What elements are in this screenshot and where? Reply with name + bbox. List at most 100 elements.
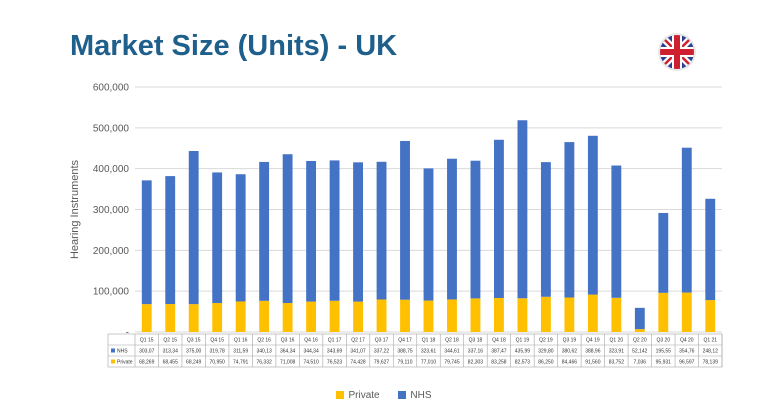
data-label-private: 74,510 (303, 359, 319, 365)
category-label: Q4 15 (210, 337, 224, 343)
data-label-private: 82,303 (468, 359, 484, 365)
data-label-private: 74,428 (350, 359, 366, 365)
bar-nhs (658, 212, 669, 293)
data-label-nhs: 323,61 (421, 348, 437, 354)
data-label-nhs: 313,34 (163, 348, 179, 354)
data-label-private: 79,110 (398, 359, 413, 365)
data-label-nhs: 344,61 (444, 348, 460, 354)
bar-nhs (423, 168, 434, 301)
bar-private (494, 298, 504, 332)
data-label-nhs: 303,07 (139, 348, 155, 354)
data-label-nhs: 387,47 (491, 348, 507, 354)
y-axis: - 100,000 200,000 300,000 400,000 500,000 600,… (93, 83, 130, 339)
bar-nhs (306, 160, 317, 302)
data-label-private: 7,036 (634, 359, 647, 365)
data-label-nhs: 341,07 (350, 348, 366, 354)
category-label: Q2 17 (351, 337, 365, 343)
data-label-nhs: 311,59 (233, 348, 248, 354)
y-tick-label: 400,000 (93, 164, 130, 175)
bar-nhs (587, 135, 598, 295)
data-label-private: 83,258 (491, 359, 507, 365)
y-tick-label: 200,000 (93, 246, 130, 257)
data-label-nhs: 248,12 (703, 348, 719, 354)
bar-private (564, 297, 575, 332)
data-label-nhs: 319,78 (210, 348, 226, 354)
data-label-private: 79,745 (444, 359, 460, 365)
y-tick-label: 300,000 (93, 205, 130, 216)
data-label-private: 83,752 (609, 359, 625, 365)
data-label-nhs: 195,55 (656, 348, 672, 354)
bar-nhs (564, 142, 575, 298)
bar-private (705, 300, 716, 332)
bar-private (423, 300, 434, 332)
bar-private (470, 298, 481, 332)
data-label-nhs: 364,34 (280, 348, 296, 354)
bar-nhs (259, 161, 270, 301)
data-label-nhs: 343,69 (327, 348, 343, 354)
bar-nhs (165, 176, 176, 305)
data-label-private: 71,008 (280, 359, 296, 365)
bar-private (212, 303, 223, 332)
bar-nhs (376, 161, 387, 300)
data-label-private: 96,597 (679, 359, 695, 365)
data-label-private: 76,332 (256, 359, 272, 365)
legend-swatch-private (336, 391, 345, 399)
data-label-nhs: 388,75 (397, 348, 413, 354)
category-label: Q2 16 (257, 337, 271, 343)
bar-private (353, 301, 363, 332)
category-label: Q1 21 (703, 337, 717, 343)
y-axis-title: Hearing Instruments (69, 159, 81, 259)
bar-private (400, 299, 410, 332)
legend-item-nhs: NHS (398, 390, 432, 401)
data-label-private: 79,627 (374, 359, 390, 365)
data-label-nhs: 337,16 (468, 348, 484, 354)
data-label-nhs: 435,99 (515, 348, 531, 354)
y-tick-label: - (126, 328, 129, 339)
legend: Private NHS (0, 390, 768, 401)
bar-nhs (212, 172, 223, 304)
bar-nhs (634, 307, 645, 330)
bar-nhs (353, 162, 363, 302)
category-label: Q1 19 (516, 337, 530, 343)
bar-nhs (400, 140, 410, 300)
bar-nhs (611, 165, 622, 298)
bar-private (376, 299, 387, 332)
data-label-private: 78,139 (703, 359, 719, 365)
y-tick-label: 600,000 (93, 83, 130, 94)
table-row-header-private: Private (117, 359, 133, 365)
data-label-nhs: 354,76 (679, 348, 695, 354)
category-label: Q4 16 (304, 337, 318, 343)
data-label-nhs: 329,80 (538, 348, 554, 354)
bar-nhs (494, 139, 504, 299)
y-tick-label: 100,000 (93, 287, 130, 298)
bar-private (681, 292, 692, 332)
category-label: Q3 20 (656, 337, 670, 343)
category-label: Q2 20 (633, 337, 647, 343)
category-label: Q3 17 (375, 337, 389, 343)
data-label-private: 95,931 (656, 359, 672, 365)
data-label-private: 82,573 (515, 359, 531, 365)
bar-nhs (540, 162, 551, 297)
data-label-private: 74,791 (233, 359, 249, 365)
bar-nhs (282, 154, 293, 304)
data-label-nhs: 337,22 (374, 348, 390, 354)
legend-label-nhs: NHS (410, 390, 432, 401)
category-label: Q1 15 (140, 337, 154, 343)
category-label: Q4 20 (680, 337, 694, 343)
bar-private (235, 301, 246, 332)
bar-private (634, 329, 645, 332)
category-label: Q2 15 (163, 337, 177, 343)
data-label-nhs: 344,34 (303, 348, 319, 354)
category-label: Q4 18 (492, 337, 506, 343)
bar-nhs (470, 160, 481, 299)
bar-nhs (447, 158, 457, 300)
legend-label-private: Private (348, 390, 380, 401)
data-label-private: 70,950 (210, 359, 226, 365)
table-legend-key-nhs (111, 348, 115, 353)
category-label: Q3 19 (563, 337, 577, 343)
bar-private (259, 300, 270, 332)
bar-nhs (705, 198, 716, 301)
data-label-private: 68,249 (186, 359, 202, 365)
legend-swatch-nhs (398, 391, 407, 399)
